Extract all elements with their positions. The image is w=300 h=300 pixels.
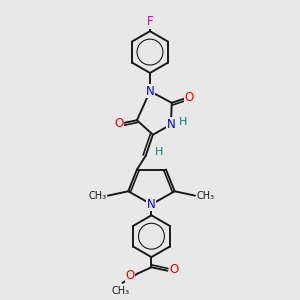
Text: H: H bbox=[154, 147, 163, 158]
Text: CH₃: CH₃ bbox=[88, 190, 106, 201]
Text: N: N bbox=[146, 85, 154, 98]
Text: N: N bbox=[167, 118, 175, 131]
Text: F: F bbox=[147, 15, 153, 28]
Text: H: H bbox=[179, 117, 187, 127]
Text: CH₃: CH₃ bbox=[196, 190, 214, 201]
Text: CH₃: CH₃ bbox=[112, 286, 130, 296]
Text: O: O bbox=[126, 268, 135, 282]
Text: O: O bbox=[184, 91, 194, 103]
Text: N: N bbox=[147, 198, 156, 211]
Text: O: O bbox=[114, 118, 123, 130]
Text: O: O bbox=[169, 263, 178, 276]
